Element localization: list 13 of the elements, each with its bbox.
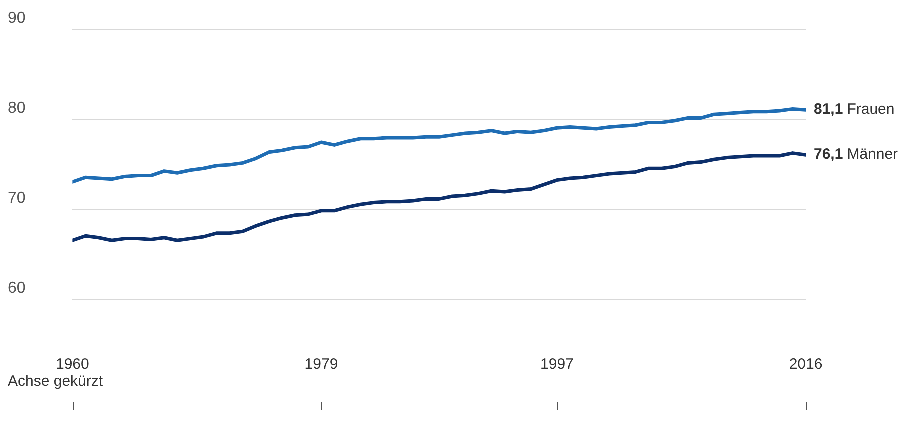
x-tick-label: 1997 [540,356,574,374]
x-tick-label: 1960 [56,356,90,374]
data-label: 81,1 [814,101,844,118]
text: Männer [847,146,898,164]
y-tick-label: 60 [8,280,26,297]
x-tick-label: 2016 [789,356,823,374]
x-tick-label: 1979 [304,356,338,374]
data-label: 76,1 [814,146,844,164]
y-tick-label: 70 [8,190,26,207]
text: Achse gekürzt [8,373,104,390]
y-tick-label: 90 [8,10,26,27]
text: Frauen [847,101,895,118]
y-tick-label: 80 [8,100,26,117]
